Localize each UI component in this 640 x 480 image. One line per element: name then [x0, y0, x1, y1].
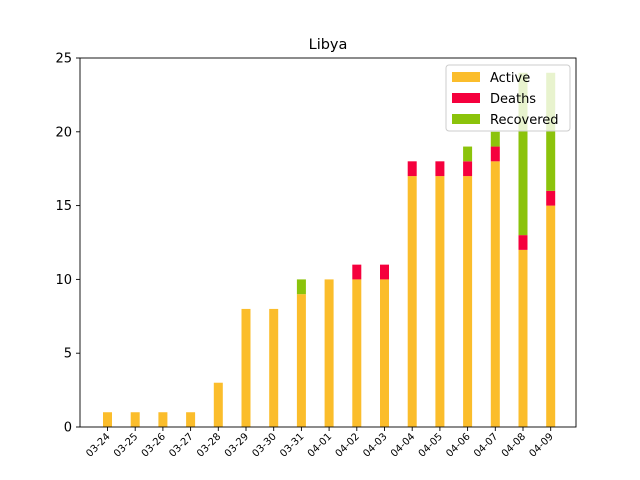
- y-tick-label: 10: [55, 273, 72, 288]
- bars-layer: [103, 72, 556, 427]
- x-tick-label-03-30: 03-30: [250, 431, 278, 459]
- x-tick-label-04-06: 04-06: [444, 431, 472, 459]
- bar-deaths-04-06: [463, 161, 473, 177]
- bar-active-03-31: [296, 294, 306, 427]
- chart-title: Libya: [309, 37, 348, 53]
- bar-active-03-30: [269, 308, 279, 427]
- bar-deaths-04-09: [546, 190, 556, 206]
- bar-active-03-26: [158, 412, 168, 427]
- bar-deaths-04-08: [518, 235, 528, 250]
- y-tick-label: 5: [64, 347, 72, 362]
- y-tick-label: 25: [55, 52, 72, 67]
- bar-active-04-01: [324, 279, 334, 427]
- y-tick-label: 20: [55, 125, 72, 140]
- y-tick-label: 15: [55, 199, 72, 214]
- x-tick-label-03-27: 03-27: [167, 431, 195, 459]
- x-tick-label-04-01: 04-01: [306, 431, 334, 459]
- legend-swatch-deaths: [452, 93, 480, 103]
- bar-active-03-25: [130, 412, 140, 427]
- bar-recovered-04-09: [546, 72, 556, 191]
- y-tick-label: 0: [64, 421, 72, 436]
- x-tick-label-04-03: 04-03: [361, 431, 389, 459]
- bar-active-04-08: [518, 249, 528, 427]
- bar-deaths-04-07: [490, 146, 500, 162]
- bar-active-03-29: [241, 308, 251, 427]
- bar-recovered-03-31: [296, 279, 306, 295]
- bar-active-03-28: [213, 382, 223, 427]
- x-tick-label-03-24: 03-24: [84, 431, 112, 459]
- bar-active-03-27: [186, 412, 196, 427]
- legend-swatch-recovered: [452, 114, 480, 124]
- x-tick-label-04-02: 04-02: [334, 431, 362, 459]
- bar-deaths-04-05: [435, 161, 445, 177]
- bar-active-03-24: [103, 412, 112, 427]
- x-tick-label-04-05: 04-05: [417, 431, 445, 459]
- bar-active-04-04: [407, 176, 417, 427]
- bar-recovered-04-07: [490, 131, 500, 147]
- x-tick-label-03-31: 03-31: [278, 431, 306, 459]
- x-tick-label-03-29: 03-29: [223, 431, 251, 459]
- bar-active-04-06: [463, 176, 473, 427]
- legend-label-active: Active: [490, 71, 530, 86]
- bar-deaths-04-04: [407, 161, 417, 177]
- legend: Active Deaths Recovered: [445, 64, 571, 132]
- bar-active-04-05: [435, 176, 445, 427]
- bar-recovered-04-08: [518, 72, 528, 236]
- x-tick-label-03-28: 03-28: [195, 431, 223, 459]
- x-tick-label-04-08: 04-08: [500, 431, 528, 459]
- x-tick-label-03-26: 03-26: [140, 431, 168, 459]
- x-tick-label-03-25: 03-25: [112, 431, 140, 459]
- bar-active-04-02: [352, 279, 362, 427]
- plot-frame: [79, 57, 577, 428]
- x-tick-label-04-04: 04-04: [389, 431, 417, 459]
- legend-swatch-active: [452, 72, 480, 82]
- bar-deaths-04-03: [380, 264, 389, 280]
- legend-label-recovered: Recovered: [490, 113, 559, 128]
- bar-recovered-04-06: [463, 146, 473, 162]
- bar-deaths-04-02: [352, 264, 362, 280]
- x-tick-label-04-09: 04-09: [527, 431, 555, 459]
- bar-active-04-09: [546, 205, 556, 427]
- bar-active-04-03: [380, 279, 389, 427]
- legend-label-deaths: Deaths: [490, 92, 536, 107]
- bar-active-04-07: [490, 161, 500, 427]
- x-tick-label-04-07: 04-07: [472, 431, 500, 459]
